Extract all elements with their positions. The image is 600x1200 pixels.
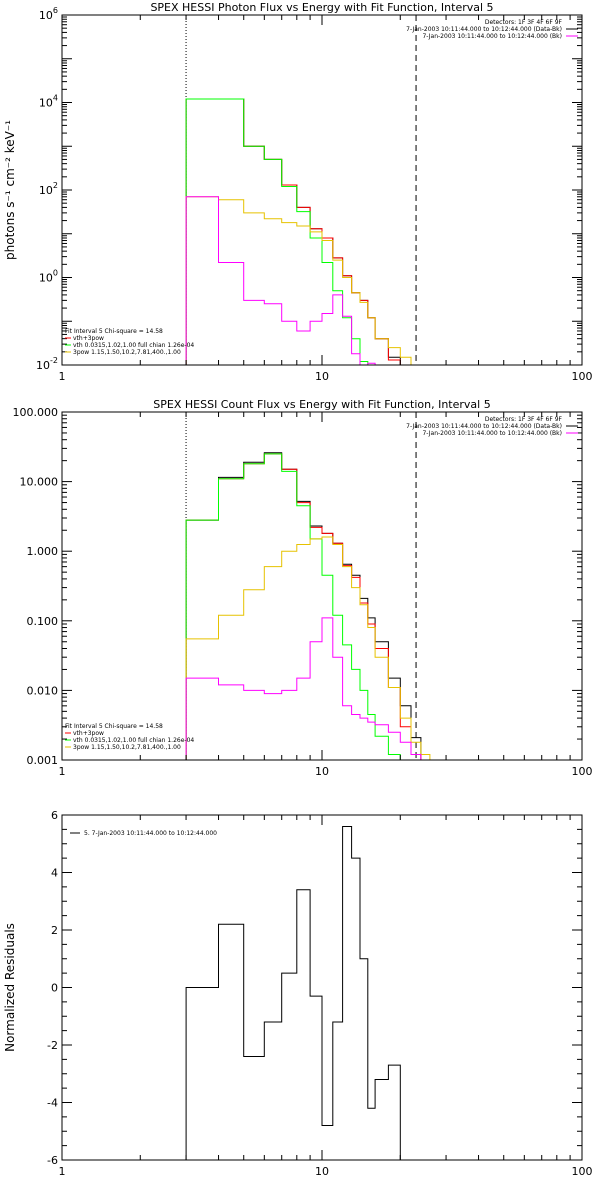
annotation-line: 7-Jan-2003 10:11:44.000 to 10:12:44.000 … [422, 33, 562, 40]
plot-frame [61, 14, 583, 366]
y-tick-label: 104 [39, 94, 58, 110]
series-1-histogram [185, 453, 422, 760]
annotation-line: Detectors: 1F 3F 4F 6F 9F [485, 19, 563, 26]
legend-entry: 3pow 1.15,1.50,10.2,7.81,400.,1.00 [73, 744, 181, 751]
y-tick-label: 10-2 [36, 356, 58, 372]
y-tick-label: 0.100 [27, 615, 59, 628]
series-3-histogram [185, 536, 439, 760]
series-group [185, 98, 421, 365]
legend-entry: vth+3pow [73, 730, 104, 737]
y-tick-label: -6 [47, 1154, 58, 1167]
series-group [185, 452, 439, 760]
series-group [185, 826, 401, 1160]
x-tick-label: 1 [59, 370, 66, 383]
series-2-histogram [185, 98, 369, 365]
y-tick-label: -4 [47, 1097, 58, 1110]
legend-entry: vth 0.0315,1.02,1.00 full chian 1.26e-04 [73, 737, 194, 744]
annotation-line: 7-Jan-2003 10:11:44.000 to 10:12:44.000 … [406, 26, 562, 33]
chart-panel-2: SPEX HESSI Count Flux vs Energy with Fit… [13, 398, 593, 778]
series-3-histogram [185, 196, 421, 365]
x-tick-label: 10 [315, 765, 329, 778]
legend-entry: vth 0.0315,1.02,1.00 full chian 1.26e-04 [73, 342, 194, 349]
y-tick-label: 106 [39, 6, 58, 22]
y-tick-exponent: 2 [53, 181, 58, 190]
series-4-histogram [185, 617, 422, 760]
y-axis-label: Normalized Residuals [3, 923, 17, 1052]
y-tick-label: 0.010 [27, 684, 59, 697]
y-tick-label: 0 [51, 982, 58, 995]
y-tick-label: 100.000 [13, 406, 59, 419]
plot-frame [61, 411, 583, 761]
y-tick-label: -2 [47, 1039, 58, 1052]
series-0-histogram [185, 826, 401, 1160]
y-tick-base: 10 [39, 9, 53, 22]
y-tick-label: 4 [51, 867, 58, 880]
y-tick-label: 2 [51, 924, 58, 937]
legend-entry: 5. 7-Jan-2003 10:11:44.000 to 10:12:44.0… [84, 830, 217, 837]
series-4-histogram [185, 196, 376, 365]
y-tick-label: 102 [39, 181, 58, 197]
series-0-histogram [185, 98, 411, 365]
annotation-line: 7-Jan-2003 10:11:44.000 to 10:12:44.000 … [406, 423, 562, 430]
x-tick-label: 1 [59, 1165, 66, 1178]
y-tick-exponent: 6 [53, 6, 58, 15]
legend-entry: vth+3pow [73, 335, 104, 342]
y-tick-base: 10 [39, 97, 53, 110]
chart-title: SPEX HESSI Photon Flux vs Energy with Fi… [150, 1, 493, 14]
y-tick-label: 0.001 [27, 754, 59, 767]
chart-title: SPEX HESSI Count Flux vs Energy with Fit… [153, 398, 490, 411]
y-tick-exponent: -2 [50, 356, 58, 365]
y-tick-label: 1.000 [27, 545, 59, 558]
y-tick-exponent: 4 [53, 94, 58, 103]
annotation-line: 7-Jan-2003 10:11:44.000 to 10:12:44.000 … [422, 430, 562, 437]
y-axis-label: photons s⁻¹ cm⁻² keV⁻¹ [3, 120, 17, 260]
x-tick-label: 10 [315, 370, 329, 383]
chart-panel-1: SPEX HESSI Photon Flux vs Energy with Fi… [3, 1, 593, 383]
x-tick-label: 100 [572, 370, 593, 383]
series-0-histogram [185, 452, 422, 760]
chart-panel-3: 1 10 100 -6 -4 -2 0 2 4 6 Normalized Residuals 5. 7… [3, 809, 593, 1178]
x-tick-label: 100 [572, 765, 593, 778]
legend-entry: 3pow 1.15,1.50,10.2,7.81,400.,1.00 [73, 349, 181, 356]
legend-entry: Fit Interval 5 Chi-square = 14.58 [65, 723, 163, 730]
x-tick-label: 100 [572, 1165, 593, 1178]
annotation-line: Detectors: 1F 3F 4F 6F 9F [485, 416, 563, 423]
y-tick-label: 100 [39, 269, 58, 285]
y-tick-label: 6 [51, 809, 58, 822]
x-tick-label: 1 [59, 765, 66, 778]
y-tick-exponent: 0 [53, 269, 58, 278]
y-tick-base: 10 [39, 272, 53, 285]
y-tick-label: 10.000 [20, 476, 59, 489]
x-tick-label: 10 [315, 1165, 329, 1178]
legend-entry: Fit Interval 5 Chi-square = 14.58 [65, 328, 163, 335]
y-tick-base: 10 [39, 184, 53, 197]
y-tick-base: 10 [36, 359, 50, 372]
series-2-histogram [185, 453, 401, 760]
